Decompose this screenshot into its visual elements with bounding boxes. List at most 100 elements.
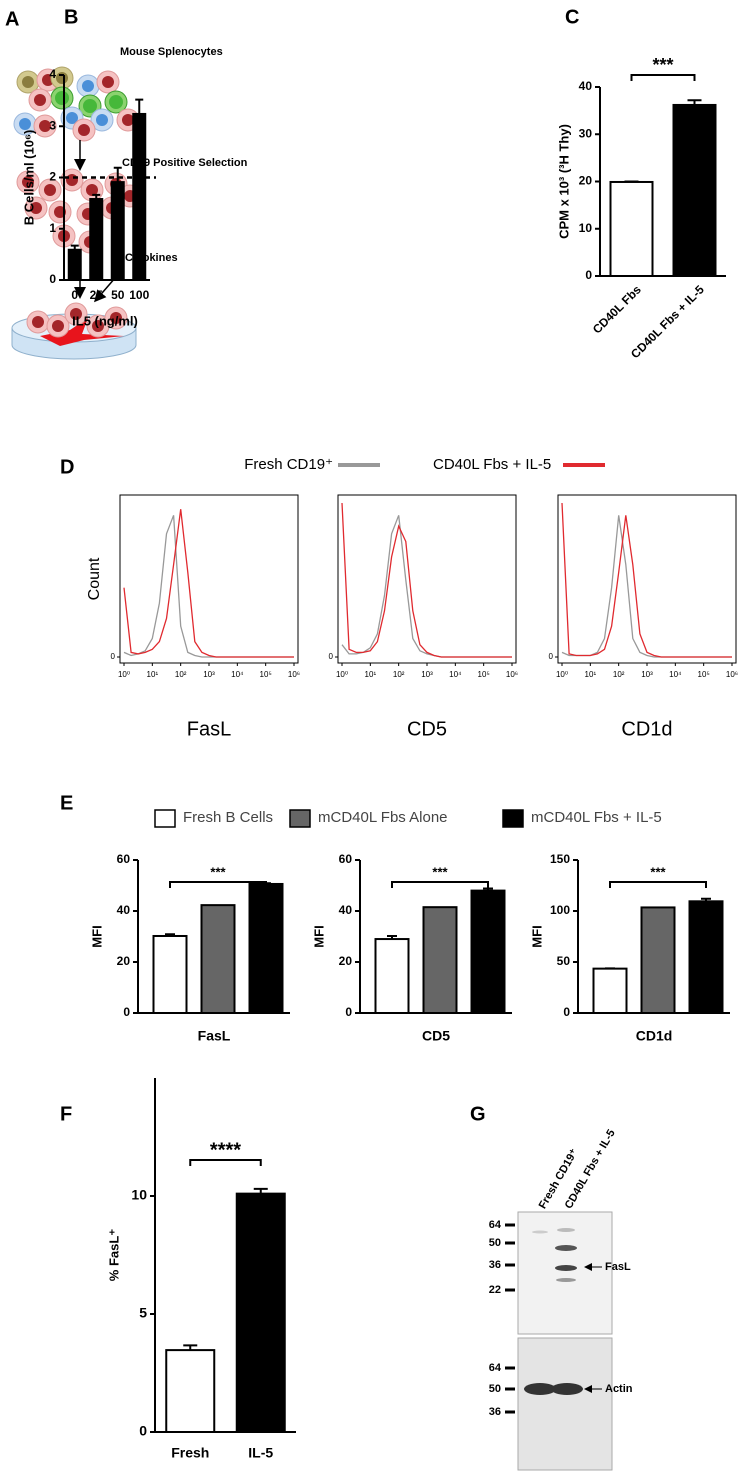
bar xyxy=(374,938,410,1014)
x-category-label: 100 xyxy=(129,288,149,302)
x-tick-label: 10⁴ xyxy=(669,670,682,679)
y-tick-label: 5 xyxy=(139,1305,147,1321)
cell xyxy=(28,88,52,112)
x-tick-label: 10⁶ xyxy=(726,670,738,679)
y-axis-label: MFI xyxy=(529,925,544,947)
y-tick-label: 60 xyxy=(339,852,353,866)
y-tick-label: 10 xyxy=(579,221,593,235)
marker-label: 64 xyxy=(489,1362,502,1374)
significance-bracket xyxy=(169,881,267,888)
fibroblast xyxy=(40,318,124,346)
x-tick-label: 10¹ xyxy=(147,670,159,679)
y-tick-label: 3 xyxy=(49,118,56,132)
step-label: Mouse Splenocytes xyxy=(120,46,223,58)
band-label: FasL xyxy=(605,1261,631,1273)
band xyxy=(555,1245,577,1251)
bar xyxy=(248,882,284,1014)
legend-swatch xyxy=(502,809,524,828)
x-tick-label: 10⁴ xyxy=(449,670,462,679)
x-tick-label: 10⁰ xyxy=(336,670,348,679)
y-tick-label: 2 xyxy=(49,170,56,184)
step-label: CD19 Positive Selection xyxy=(122,157,248,169)
panel-letter: E xyxy=(60,792,73,814)
cell xyxy=(80,178,104,202)
bar xyxy=(592,967,628,1015)
histogram-line xyxy=(123,509,294,658)
panel-letter: G xyxy=(470,1103,486,1125)
band xyxy=(551,1383,583,1395)
y-tick-label: 150 xyxy=(550,852,570,866)
y-tick-label: 0 xyxy=(549,652,554,661)
x-category-label: 25 xyxy=(90,288,104,302)
x-tick-label: 10² xyxy=(393,670,405,679)
culture-dish xyxy=(11,302,137,360)
panel-letter: C xyxy=(565,6,579,28)
y-tick-label: 4 xyxy=(49,67,56,81)
band xyxy=(532,1230,548,1234)
y-axis-label: CPM x 10³ (³H Thy) xyxy=(556,124,571,239)
panel-letter: F xyxy=(60,1103,72,1125)
y-tick-label: 10 xyxy=(131,1187,147,1203)
error-bar xyxy=(135,98,144,114)
x-tick-label: 10¹ xyxy=(365,670,377,679)
y-tick-label: 0 xyxy=(139,1423,147,1439)
y-tick-label: 20 xyxy=(339,954,353,968)
cell xyxy=(50,86,74,110)
significance-bracket xyxy=(189,1159,262,1166)
significance-label: **** xyxy=(210,1139,241,1161)
x-tick-label: 10² xyxy=(175,670,187,679)
significance-label: *** xyxy=(210,864,226,879)
y-tick-label: 0 xyxy=(329,652,334,661)
legend-label: Fresh CD19⁺ xyxy=(244,456,333,473)
panel-letter: B xyxy=(64,6,78,28)
y-tick-label: 0 xyxy=(563,1005,570,1019)
panel-letter: D xyxy=(60,456,74,478)
cell xyxy=(26,310,50,334)
blot-bottom xyxy=(517,1337,613,1471)
x-tick-label: 10² xyxy=(613,670,625,679)
bar xyxy=(110,181,125,281)
bar xyxy=(132,112,147,281)
x-category-label: CD1d xyxy=(636,1028,673,1044)
bar xyxy=(67,248,82,281)
legend-label: mCD40L Fbs Alone xyxy=(318,809,448,826)
x-tick-label: 10⁴ xyxy=(231,670,244,679)
x-category-label: Fresh xyxy=(171,1445,209,1461)
x-tick-label: 10³ xyxy=(641,670,653,679)
histogram-line xyxy=(123,515,294,658)
legend-label: mCD40L Fbs + IL-5 xyxy=(531,809,662,826)
legend-swatch xyxy=(154,809,176,828)
y-tick-label: 0 xyxy=(49,272,56,286)
band xyxy=(556,1278,576,1282)
band-label: Actin xyxy=(605,1383,633,1395)
y-tick-label: 40 xyxy=(579,79,593,93)
y-tick-label: 20 xyxy=(117,954,131,968)
membrane xyxy=(517,1337,613,1471)
cell xyxy=(72,118,96,142)
y-tick-label: 1 xyxy=(49,221,56,235)
bar xyxy=(640,906,676,1014)
x-category-label: CD5 xyxy=(422,1028,450,1044)
marker-label: 50 xyxy=(489,1237,501,1249)
x-axis-label: CD1d xyxy=(621,718,672,740)
bar xyxy=(422,906,458,1014)
bar xyxy=(89,198,104,281)
x-tick-label: 10⁵ xyxy=(478,670,490,679)
x-tick-label: 10⁰ xyxy=(118,670,130,679)
band xyxy=(524,1383,556,1395)
band xyxy=(557,1228,575,1232)
x-tick-label: 10⁵ xyxy=(260,670,272,679)
y-tick-label: 40 xyxy=(117,903,131,917)
marker-label: 22 xyxy=(489,1284,501,1296)
x-category-label: FasL xyxy=(198,1028,231,1044)
x-category-label: IL-5 xyxy=(248,1445,273,1461)
cell xyxy=(76,74,100,98)
histogram-line xyxy=(341,515,512,658)
y-tick-label: 50 xyxy=(557,954,571,968)
y-tick-label: 40 xyxy=(339,903,353,917)
y-tick-label: 100 xyxy=(550,903,570,917)
y-axis-label: Count xyxy=(86,557,103,600)
histogram-line xyxy=(561,502,732,658)
histogram-line xyxy=(341,502,512,658)
bar xyxy=(200,904,236,1015)
